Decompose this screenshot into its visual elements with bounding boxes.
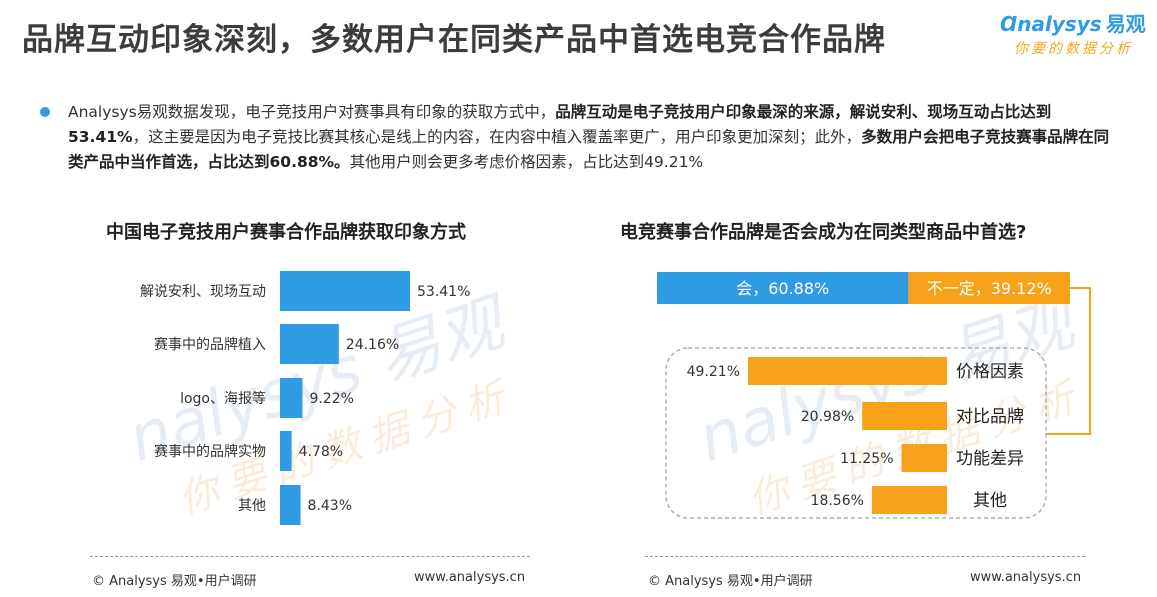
summary-b1: 品牌互动是电子竞技用户印象最深的来源，解说安利、现场互动占比达到53.41% (68, 103, 1052, 146)
chart3-bar-2 (901, 444, 947, 472)
summary-p2: ，这主要是因为电子竞技比赛其核心是线上的内容，在内容中植入覆盖率更广，用户印象更… (132, 128, 862, 146)
summary-p1: Analysys易观数据发现，电子竞技用户对赛事具有印象的获取方式中， (68, 103, 556, 121)
chart1-bar-2 (280, 378, 303, 418)
footer-url-right[interactable]: www.analysys.cn (970, 570, 1082, 585)
logo-main: Ɑnalysys 易观 (1000, 8, 1146, 37)
chart1-bar-1 (280, 324, 339, 364)
chart3-bar-1 (862, 402, 947, 430)
summary-text: Analysys易观数据发现，电子竞技用户对赛事具有印象的获取方式中，品牌互动是… (68, 100, 1118, 175)
chart1-category-label-4: 其他 (238, 498, 266, 514)
chart3-value-label-1: 20.98% (801, 409, 854, 425)
chart1-value-label-4: 8.43% (308, 498, 352, 514)
chart1-value-label-3: 4.78% (299, 444, 343, 460)
chart1-value-label-0: 53.41% (417, 284, 470, 300)
chart3-bar-3 (871, 486, 947, 514)
chart3-category-label-3: 其他 (973, 491, 1007, 511)
chart2-segment-label-0: 会，60.88% (736, 279, 829, 298)
chart1-category-label-2: logo、海报等 (180, 390, 266, 407)
chart3-category-label-0: 价格因素 (956, 362, 1024, 382)
chart2-connector-line (1046, 287, 1091, 435)
chart1-title: 中国电子竞技用户赛事合作品牌获取印象方式 (106, 222, 466, 243)
chart1-bar-4 (280, 485, 301, 525)
chart1-category-label-0: 解说安利、现场互动 (140, 284, 266, 300)
chart2-title: 电竞赛事合作品牌是否会成为在同类型商品中首选? (620, 222, 1027, 243)
logo-swirl-icon: Ɑ (1000, 12, 1018, 36)
analysys-logo: Ɑnalysys 易观 你要的数据分析 (1000, 8, 1150, 62)
footer-url-left[interactable]: www.analysys.cn (414, 570, 526, 585)
page-title: 品牌互动印象深刻，多数用户在同类产品中首选电竞合作品牌 (22, 22, 886, 58)
chart3-dashed-frame (665, 347, 1047, 519)
chart2-segment-1 (908, 272, 1070, 304)
chart1-category-label-1: 赛事中的品牌植入 (154, 336, 266, 353)
chart1-value-label-1: 24.16% (346, 337, 399, 353)
chart1-bar-3 (280, 431, 292, 471)
chart1-bar-0 (280, 271, 410, 311)
logo-brand: 易观 (1105, 12, 1146, 36)
footer-divider-left (90, 556, 530, 557)
chart3-bar-0 (748, 357, 947, 385)
chart3-value-label-3: 18.56% (811, 493, 864, 509)
chart3-category-label-1: 对比品牌 (956, 407, 1024, 427)
logo-main-text: nalysys (1017, 12, 1102, 36)
chart2-segment-label-1: 不一定，39.12% (927, 279, 1052, 298)
footer-copyright-left: © Analysys 易观•用户调研 (92, 574, 257, 589)
chart3-value-label-2: 11.25% (840, 451, 893, 467)
logo-slogan: 你要的数据分析 (1014, 41, 1133, 57)
chart1-category-label-3: 赛事中的品牌实物 (154, 443, 266, 460)
summary-b2: 多数用户会把电子竞技赛事品牌在同类产品中当作首选，占比达到60.88%。 (68, 128, 1110, 171)
summary-p3: 其他用户则会更多考虑价格因素，占比达到49.21% (349, 153, 704, 171)
footer-copyright-right: © Analysys 易观•用户调研 (648, 574, 813, 589)
chart1-value-label-2: 9.22% (309, 391, 353, 407)
footer-divider-right (645, 556, 1085, 557)
bullet-dot-icon (40, 107, 50, 117)
chart3-category-label-2: 功能差异 (956, 449, 1024, 469)
chart2-segment-0 (657, 272, 909, 304)
chart3-value-label-0: 49.21% (687, 364, 740, 380)
